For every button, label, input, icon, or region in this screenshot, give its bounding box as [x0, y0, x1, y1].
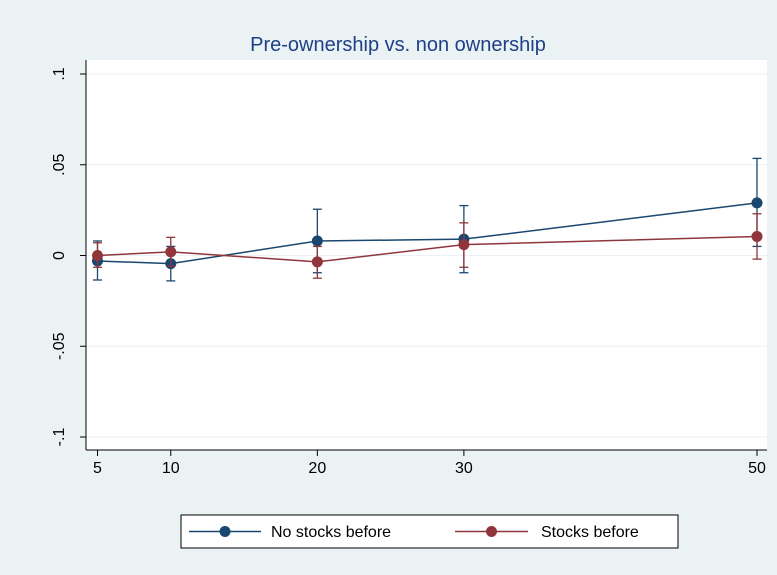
data-point: [311, 256, 323, 268]
data-point: [458, 239, 470, 251]
y-tick-label: .1: [51, 67, 68, 80]
x-tick-label: 10: [162, 460, 180, 477]
grid-layer: [86, 73, 767, 438]
legend-marker-no-stocks: [219, 526, 231, 537]
data-point: [751, 230, 763, 242]
chart-title: Pre-ownership vs. non ownership: [250, 34, 546, 56]
y-tick-label: -.05: [51, 332, 68, 360]
x-tick-label: 5: [93, 460, 102, 477]
y-tick-label: -.1: [51, 428, 68, 447]
y-tick-label: 0: [51, 251, 68, 260]
data-point: [311, 235, 323, 247]
x-tick-label: 30: [455, 460, 473, 477]
series-1: [92, 213, 763, 279]
legend: No stocks before Stocks before: [180, 514, 679, 549]
legend-label-no-stocks: No stocks before: [271, 524, 391, 541]
data-point: [165, 246, 177, 258]
axes-layer: -.1 -.05 0 .05 .1 5 10 20 30 50: [51, 60, 767, 477]
x-tick-label: 20: [308, 460, 326, 477]
y-tick-label: .05: [51, 154, 68, 176]
legend-marker-stocks: [486, 526, 497, 537]
data-point: [92, 250, 103, 261]
data-point: [751, 197, 763, 209]
series-layer: [92, 157, 763, 282]
legend-label-stocks: Stocks before: [541, 524, 639, 541]
legend-box: [180, 514, 679, 549]
x-tick-label: 50: [748, 460, 766, 477]
